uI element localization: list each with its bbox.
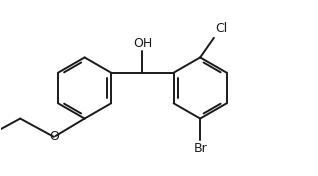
Text: Cl: Cl [216,22,228,35]
Text: Br: Br [193,142,207,155]
Text: O: O [49,130,59,143]
Text: OH: OH [133,37,152,51]
